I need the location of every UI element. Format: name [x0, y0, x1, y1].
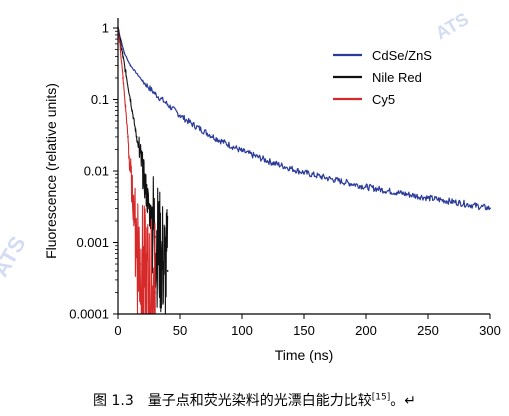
series-line-nile-red — [117, 28, 169, 315]
data-point — [129, 98, 132, 101]
x-tick-label: 100 — [231, 323, 253, 338]
y-tick-label: 0.01 — [84, 164, 109, 179]
legend-label: Cy5 — [372, 92, 395, 107]
x-tick-label: 250 — [417, 323, 439, 338]
data-point — [135, 235, 138, 238]
data-point — [148, 291, 150, 294]
x-axis-label: Time (ns) — [275, 347, 334, 363]
data-point — [127, 135, 129, 138]
data-point — [154, 291, 157, 294]
decay-chart: ATS ATS 0 50 100 150 200 250 300 1 0.1 0.01 0.001 0… — [0, 9, 501, 363]
caption-end: 。↵ — [390, 393, 416, 409]
data-point — [129, 170, 132, 172]
series-line-cdse-zns — [117, 27, 491, 211]
data-point — [191, 123, 194, 126]
data-point — [123, 51, 126, 54]
y-tick-label: 1 — [102, 21, 109, 36]
y-tick-label: 0.001 — [76, 235, 109, 250]
data-point — [141, 170, 144, 172]
data-point — [179, 114, 181, 117]
x-tick-label: 50 — [173, 323, 187, 338]
data-point — [160, 257, 163, 260]
data-point — [141, 278, 144, 281]
y-tick-label: 0.1 — [91, 92, 109, 107]
svg-text:ATS: ATS — [432, 9, 472, 44]
caption-citation: [15] — [371, 392, 391, 403]
data-point — [135, 135, 138, 138]
data-point — [427, 197, 429, 199]
data-point — [124, 105, 127, 108]
data-point — [120, 48, 123, 51]
legend-label: Nile Red — [372, 70, 422, 85]
data-point — [489, 207, 491, 210]
data-point — [458, 201, 460, 204]
x-tick-label: 200 — [355, 323, 377, 338]
data-point — [131, 198, 134, 201]
data-point — [141, 80, 144, 83]
legend: CdSe/ZnS Nile Red Cy5 — [333, 48, 432, 107]
data-point — [241, 150, 243, 152]
data-point — [166, 103, 169, 106]
y-tick-label: 0.0001 — [69, 307, 109, 322]
data-point — [216, 138, 219, 140]
x-tick-label: 0 — [114, 323, 121, 338]
series-line-cy5 — [117, 28, 156, 315]
y-axis-label: Fluorescence (relative units) — [43, 83, 59, 259]
svg-text:ATS: ATS — [0, 232, 31, 281]
data-point — [154, 92, 157, 95]
data-point — [139, 263, 142, 265]
legend-label: CdSe/ZnS — [372, 48, 432, 63]
data-point — [334, 179, 336, 181]
data-point — [365, 185, 367, 188]
data-point — [272, 161, 274, 164]
data-point — [124, 70, 127, 72]
figure-caption: 图 1.3 量子点和荧光染料的光漂白能力比较[15]。↵ — [0, 390, 509, 412]
x-tick-label: 300 — [479, 323, 501, 338]
data-point — [119, 48, 122, 51]
x-tick-label: 150 — [293, 323, 315, 338]
caption-text: 图 1.3 量子点和荧光染料的光漂白能力比较 — [93, 393, 372, 409]
data-point — [303, 171, 305, 174]
data-point — [396, 191, 398, 194]
data-point — [166, 270, 169, 272]
data-point — [148, 207, 150, 210]
data-point — [122, 77, 124, 79]
data-point — [129, 64, 132, 67]
